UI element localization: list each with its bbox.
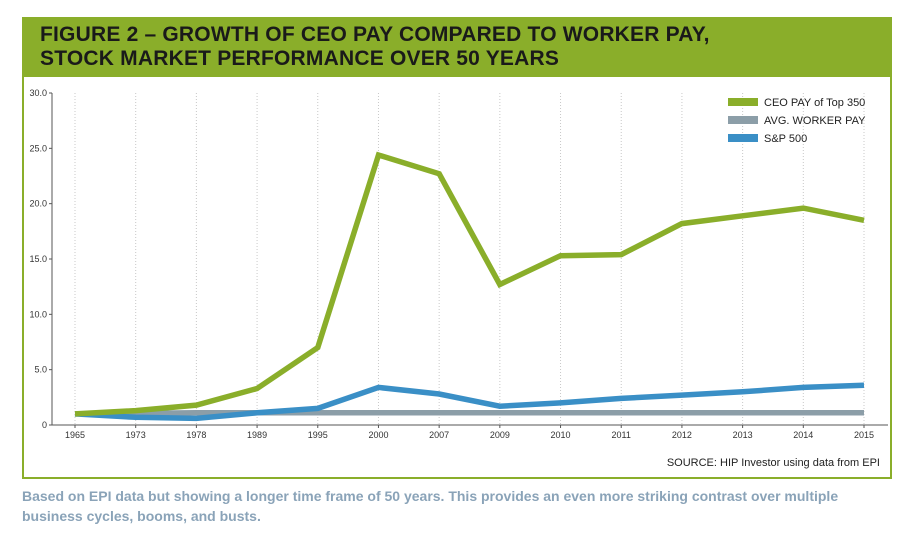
chart-grid — [74, 93, 865, 425]
x-tick-label: 1995 — [308, 430, 328, 440]
x-tick-label: 1978 — [186, 430, 206, 440]
source-note: SOURCE: HIP Investor using data from EPI — [666, 457, 880, 469]
legend-swatch-ceo-pay-of-top-350 — [728, 98, 758, 106]
y-tick-label: 5.0 — [34, 365, 47, 375]
legend-label-avg-worker-pay: AVG. WORKER PAY — [764, 115, 866, 127]
x-tick-label: 1989 — [247, 430, 267, 440]
x-tick-label: 2009 — [490, 430, 510, 440]
x-tick-label: 2013 — [733, 430, 753, 440]
legend-swatch-s-p-500 — [728, 134, 758, 142]
y-tick-label: 30.0 — [29, 88, 47, 98]
series-line-s-p-500 — [74, 382, 865, 422]
x-tick-label: 2000 — [368, 430, 388, 440]
chart-series — [74, 151, 865, 422]
figure-panel: FIGURE 2 – GROWTH OF CEO PAY COMPARED TO… — [22, 17, 892, 479]
y-tick-label: 25.0 — [29, 143, 47, 153]
y-tick-label: 15.0 — [29, 254, 47, 264]
x-tick-label: 2010 — [551, 430, 571, 440]
x-tick-label: 2012 — [672, 430, 692, 440]
legend-label-ceo-pay-of-top-350: CEO PAY of Top 350 — [764, 97, 865, 109]
y-tick-label: 20.0 — [29, 199, 47, 209]
figure-header: FIGURE 2 – GROWTH OF CEO PAY COMPARED TO… — [24, 19, 890, 77]
chart-axes: 0 5.0 10.0 15.0 20.0 25.0 30.0 1965 1973 1978 1989… — [29, 88, 888, 440]
legend-swatch-avg-worker-pay — [728, 116, 758, 124]
y-tick-label: 0 — [42, 420, 47, 430]
x-tick-label: 2014 — [793, 430, 813, 440]
x-tick-label: 1965 — [65, 430, 85, 440]
line-chart: 0 5.0 10.0 15.0 20.0 25.0 30.0 1965 1973 1978 1989… — [29, 88, 888, 440]
legend-label-s-p-500: S&P 500 — [764, 133, 807, 145]
x-tick-label: 1973 — [126, 430, 146, 440]
series-line-ceo-pay-of-top-350 — [74, 151, 865, 417]
x-tick-label: 2015 — [854, 430, 874, 440]
figure-title-line-1: FIGURE 2 – GROWTH OF CEO PAY COMPARED TO… — [40, 23, 710, 46]
chart-legend: CEO PAY of Top 350 AVG. WORKER PAY S&P 500 — [728, 97, 866, 145]
x-tick-label: 2011 — [612, 430, 631, 440]
figure-caption: Based on EPI data but showing a longer t… — [22, 488, 839, 524]
series-line-avg-worker-pay — [74, 410, 864, 417]
figure-title-line-2: STOCK MARKET PERFORMANCE OVER 50 YEARS — [40, 47, 560, 70]
y-tick-label: 10.0 — [29, 309, 47, 319]
x-tick-label: 2007 — [429, 430, 449, 440]
